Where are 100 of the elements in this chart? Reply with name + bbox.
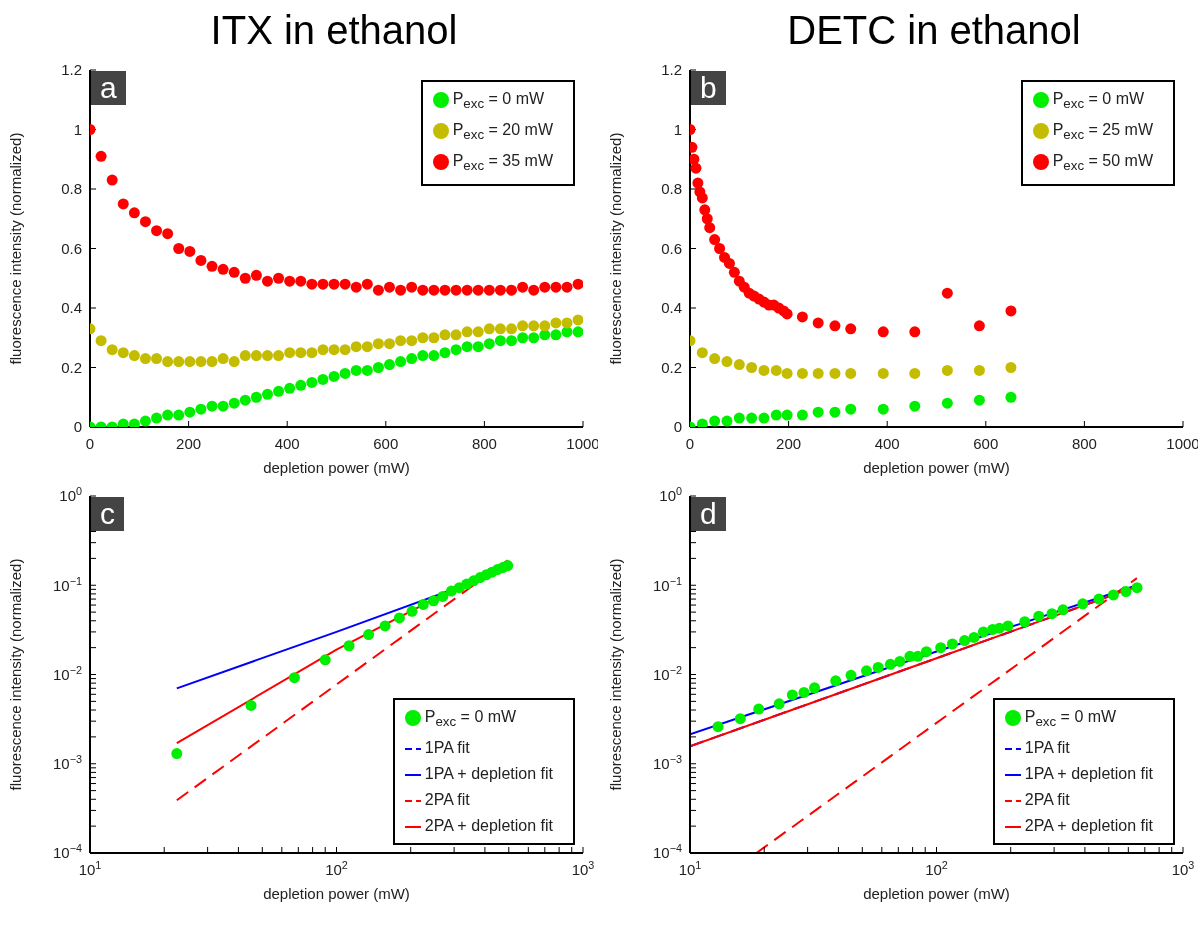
x-tick-label: 10$^{2}$	[325, 858, 348, 878]
point	[877, 403, 889, 415]
y-axis-title: fluorescence intensity (normalized)	[7, 132, 25, 365]
chart-title: DETC in ethanol	[787, 8, 1081, 52]
point	[195, 356, 207, 368]
point	[483, 323, 495, 335]
point	[239, 394, 251, 406]
legend-label: P$_{exc}$ = 20 mW	[452, 121, 553, 143]
point	[261, 275, 273, 287]
point	[461, 341, 473, 353]
point	[339, 367, 351, 379]
point	[517, 332, 529, 344]
point	[439, 284, 451, 296]
point	[528, 320, 540, 332]
x-tick-label: 400	[874, 434, 900, 452]
point	[550, 329, 562, 341]
point	[106, 344, 118, 356]
point	[796, 311, 808, 323]
point	[829, 320, 841, 332]
point	[395, 356, 407, 368]
point	[395, 335, 407, 347]
point	[317, 373, 329, 385]
y-tick-label: 0.2	[61, 358, 82, 376]
point	[483, 284, 495, 296]
point	[781, 367, 793, 379]
point	[217, 353, 229, 365]
point	[506, 284, 518, 296]
point	[328, 370, 340, 382]
point	[909, 400, 921, 412]
point	[151, 353, 163, 365]
point	[472, 341, 484, 353]
point	[746, 412, 758, 424]
point	[417, 350, 429, 362]
y-tick-label: 10$^{−3}$	[53, 753, 82, 772]
legend-label: P$_{exc}$ = 50 mW	[1052, 152, 1153, 174]
point	[909, 367, 921, 379]
point	[139, 415, 151, 427]
point	[162, 356, 174, 368]
point	[877, 326, 889, 338]
y-tick-label: 10$^{−2}$	[653, 663, 682, 683]
point	[1005, 305, 1017, 317]
point	[494, 335, 506, 347]
point	[450, 329, 462, 341]
point	[812, 406, 824, 418]
point	[494, 323, 506, 335]
point	[461, 284, 473, 296]
point	[184, 245, 196, 257]
point	[273, 350, 285, 362]
point	[428, 332, 440, 344]
legend-label: 2PA fit	[424, 791, 470, 808]
legend-label: 2PA + depletion fit	[424, 817, 553, 834]
point	[770, 364, 782, 376]
x-tick-label: 10$^{2}$	[925, 858, 948, 878]
point	[284, 275, 296, 287]
point	[696, 192, 708, 204]
annotation: c	[100, 497, 115, 530]
point	[284, 382, 296, 394]
point	[417, 332, 429, 344]
point	[128, 207, 140, 219]
point	[770, 409, 782, 421]
point	[845, 403, 857, 415]
point	[428, 284, 440, 296]
point	[406, 335, 418, 347]
annotation: a	[100, 71, 117, 104]
legend-label: P$_{exc}$ = 0 mW	[1052, 90, 1145, 112]
point	[406, 281, 418, 293]
point	[261, 388, 273, 400]
point	[295, 379, 307, 391]
point	[909, 326, 921, 338]
point	[506, 335, 518, 347]
point	[941, 397, 953, 409]
point	[758, 412, 770, 424]
point	[273, 272, 285, 284]
point	[173, 356, 185, 368]
point	[572, 278, 583, 290]
point	[217, 400, 229, 412]
point	[721, 356, 733, 368]
y-tick-label: 10$^{−1}$	[53, 574, 82, 594]
y-tick-label: 0.2	[661, 358, 682, 376]
y-tick-label: 0.4	[661, 299, 682, 317]
legend-label: P$_{exc}$ = 25 mW	[1052, 121, 1153, 143]
x-tick-label: 0	[85, 434, 95, 452]
point	[151, 412, 163, 424]
point	[317, 344, 329, 356]
point	[973, 364, 985, 376]
point	[184, 406, 196, 418]
point	[384, 338, 395, 350]
y-tick-label: 0.8	[661, 180, 682, 198]
point	[95, 335, 107, 347]
point	[845, 323, 857, 335]
y-tick-label: 0.6	[61, 239, 82, 257]
point	[306, 278, 318, 290]
point	[239, 350, 251, 362]
point	[746, 362, 758, 373]
point	[450, 284, 462, 296]
point	[728, 266, 740, 278]
point	[306, 376, 318, 388]
legend-label: 1PA + depletion fit	[424, 765, 553, 782]
point	[704, 222, 716, 234]
point	[550, 317, 562, 329]
